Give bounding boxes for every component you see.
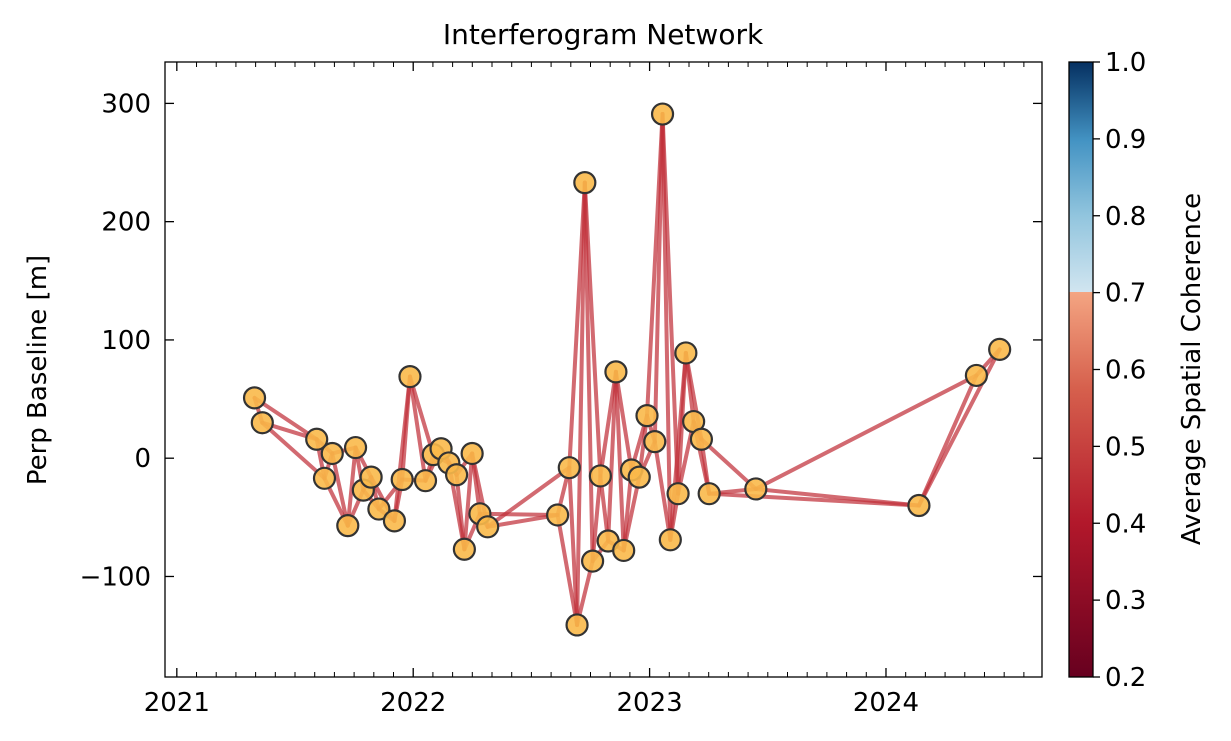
acquisition-point: [452, 537, 476, 561]
pair-edge: [753, 373, 979, 491]
acquisition-point: [382, 509, 407, 533]
colorbar-ticks: 0.2 0.3 0.4 0.5 0.6 0.7 0.8 0.9 1.0: [1093, 48, 1146, 693]
x-tick-label: 2022: [380, 688, 446, 718]
acquisition-point: [635, 404, 659, 428]
colorbar-tick-label: 0.9: [1105, 125, 1146, 155]
pair-edge: [613, 369, 626, 553]
pair-edge: [485, 512, 560, 529]
acquisition-point: [689, 427, 714, 451]
acquisition-point: [367, 497, 391, 521]
pair-edge: [485, 465, 572, 529]
acquisition-point: [312, 466, 337, 490]
pair-edge: [330, 451, 350, 528]
acquisition-point: [336, 514, 360, 538]
pair-edge: [660, 112, 681, 496]
acquisition-point: [988, 337, 1012, 361]
colorbar: 0.2 0.3 0.4 0.5 0.6 0.7 0.8 0.9 1.0 Average Spat…: [1068, 48, 1207, 693]
pair-edge: [454, 472, 467, 552]
y-tick-label: 200: [101, 208, 151, 238]
acquisition-point: [907, 493, 931, 518]
acquisition-point: [250, 411, 274, 435]
pair-edge: [252, 395, 319, 442]
pair-edge: [676, 350, 688, 496]
acquisition-points: [242, 102, 1012, 637]
y-tick-label: 300: [101, 89, 151, 119]
colorbar-title: Average Spatial Coherence: [1177, 193, 1207, 545]
pair-edge: [260, 420, 327, 481]
colorbar-tick-label: 0.4: [1105, 509, 1146, 539]
y-axis-title: Perp Baseline [m]: [23, 255, 53, 485]
colorbar-upper-segment: [1069, 62, 1093, 292]
y-tick-label: 100: [101, 326, 151, 356]
acquisition-point: [697, 482, 721, 506]
pair-edge: [400, 374, 412, 482]
pair-edge: [555, 512, 580, 627]
y-tick-label: 0: [134, 444, 151, 474]
acquisition-point: [588, 464, 612, 488]
colorbar-tick-label: 0.2: [1105, 663, 1146, 693]
acquisition-point: [964, 363, 989, 388]
acquisition-point: [444, 463, 469, 487]
pair-edge: [753, 486, 921, 508]
x-tick-label: 2021: [144, 688, 210, 718]
pair-edge: [477, 511, 560, 517]
acquisition-point: [643, 430, 667, 454]
colorbar-tick-label: 0.7: [1105, 279, 1146, 309]
acquisition-point: [359, 465, 383, 489]
acquisition-point: [573, 171, 597, 195]
x-tick-label: 2023: [617, 688, 683, 718]
y-axis-ticks: −100 0 100 200 300: [80, 89, 1042, 592]
pair-edge: [345, 445, 358, 528]
acquisition-point: [612, 538, 636, 563]
acquisition-point: [666, 482, 690, 506]
acquisition-point: [744, 477, 768, 501]
pair-edge: [613, 369, 634, 473]
plot-frame: [164, 61, 1043, 678]
chart-title: Interferogram Network: [443, 18, 764, 51]
acquisition-point: [557, 456, 581, 480]
colorbar-tick-label: 0.3: [1105, 586, 1146, 616]
x-tick-label: 2024: [853, 688, 919, 718]
colorbar-tick-label: 1.0: [1105, 48, 1146, 78]
acquisition-point: [581, 549, 605, 573]
acquisition-point: [343, 435, 368, 460]
acquisition-point: [460, 441, 484, 466]
colorbar-tick-label: 0.5: [1105, 432, 1146, 462]
acquisition-point: [320, 441, 344, 466]
acquisition-point: [476, 515, 500, 539]
pair-edge: [676, 419, 696, 496]
y-tick-label: −100: [80, 562, 151, 592]
pair-edge: [606, 369, 618, 543]
colorbar-tick-label: 0.6: [1105, 356, 1146, 386]
acquisition-point: [413, 469, 438, 493]
colorbar-lower-segment: [1069, 292, 1093, 677]
pair-edge: [590, 473, 603, 564]
acquisition-point: [604, 360, 628, 384]
acquisition-point: [546, 503, 570, 527]
acquisition-point: [627, 465, 651, 489]
acquisition-point: [674, 341, 698, 365]
pair-edge: [652, 439, 673, 542]
acquisition-point: [658, 528, 682, 552]
pair-edge: [407, 374, 436, 457]
acquisition-point: [242, 386, 267, 410]
pair-edge: [652, 112, 665, 444]
pair-edge: [575, 180, 587, 627]
pair-edge: [621, 475, 642, 553]
acquisition-point: [398, 364, 422, 389]
pair-edge: [699, 437, 758, 491]
acquisition-point: [305, 427, 329, 451]
pair-edge: [462, 451, 475, 552]
x-axis-ticks: 2021 2022 2023 2024: [144, 62, 1025, 718]
acquisition-point: [650, 102, 675, 126]
colorbar-tick-label: 0.8: [1105, 202, 1146, 232]
pair-edge: [582, 180, 603, 478]
pair-edge: [582, 180, 595, 564]
acquisition-point: [565, 613, 589, 637]
acquisition-point: [390, 467, 414, 492]
pair-edge: [407, 374, 428, 483]
